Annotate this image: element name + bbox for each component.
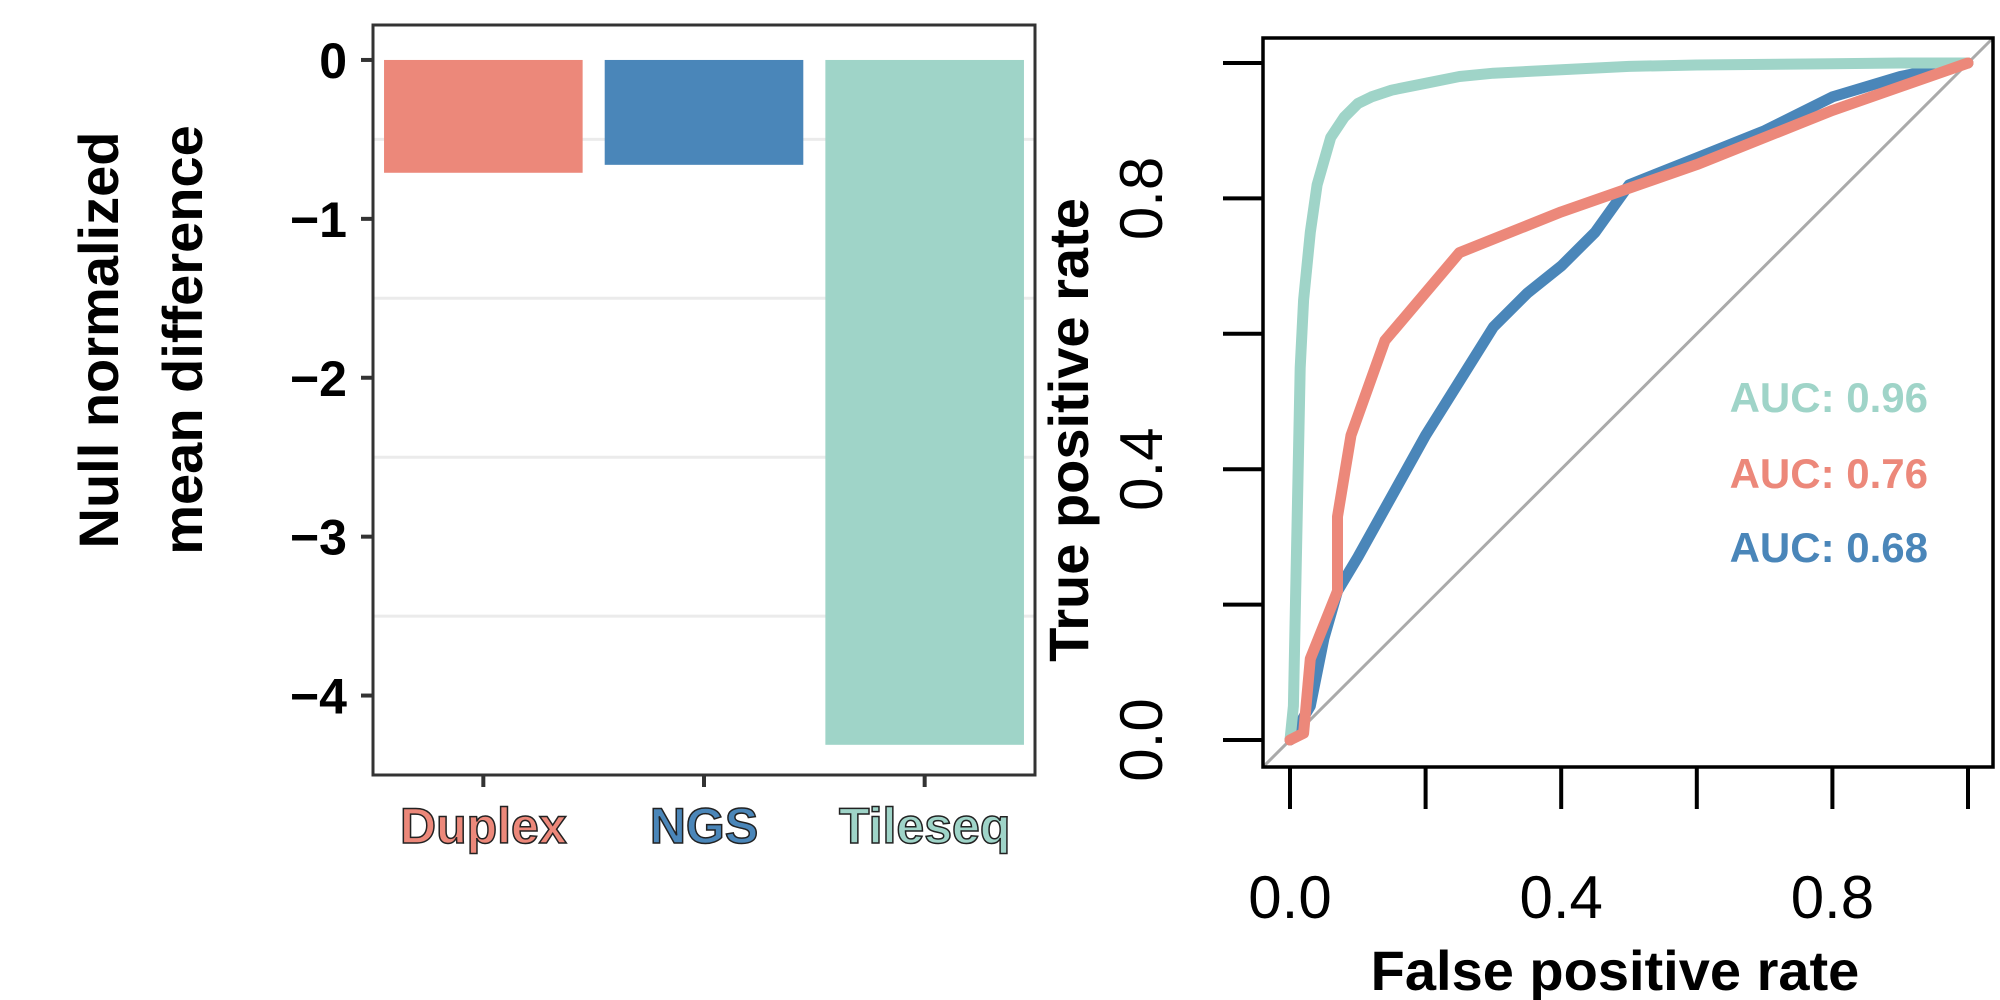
roc-x-tick-label: 0.4 [1519, 864, 1602, 931]
roc-reference-line [1261, 36, 1995, 769]
bar-duplex [384, 59, 583, 173]
bar-x-axis: Duplex NGS Tileseq [399, 775, 1011, 855]
bar-y-axis-title-line: Null normalized [67, 132, 130, 549]
roc-y-tick-label: 0.8 [1108, 157, 1175, 240]
bar-y-tick-label: −1 [290, 192, 347, 248]
roc-plot-frame [1261, 36, 1995, 769]
bar-x-tick-label: Duplex [400, 798, 567, 854]
roc-auc-label-duplex: AUC: 0.76 [1730, 450, 1928, 497]
roc-y-tick-label: 0.0 [1108, 698, 1175, 781]
roc-line-tileseq [1284, 57, 1974, 746]
roc-y-tick-label: 0.4 [1108, 427, 1175, 510]
roc-auc-label-tileseq: AUC: 0.96 [1730, 374, 1928, 421]
roc-x-tick-label: 0.0 [1248, 864, 1331, 931]
roc-x-tick-label: 0.8 [1791, 864, 1874, 931]
roc-y-axis: 0.0 0.4 0.8 [1108, 61, 1263, 782]
roc-line-duplex [1284, 57, 1974, 746]
bar-chart-panel: 0 −1 −2 −3 −4 Duplex NGS Tileseq Null normaliz… [67, 23, 1037, 855]
bar-y-axis-title: Null normalized mean difference [67, 125, 214, 555]
bar-tileseq [825, 59, 1024, 745]
bar-x-tick-label: Tileseq [839, 798, 1010, 854]
roc-x-axis-title: False positive rate [1371, 939, 1860, 1000]
bar-x-tick-label: NGS [650, 798, 758, 854]
bar-y-tick-label: −2 [290, 351, 347, 407]
roc-y-axis-title: True positive rate [1037, 198, 1100, 662]
bar-y-axis: 0 −1 −2 −3 −4 [290, 33, 373, 725]
bar-y-tick-label: 0 [319, 33, 347, 89]
bar-y-axis-title-line: mean difference [151, 125, 214, 555]
roc-auc-label-ngs: AUC: 0.68 [1730, 524, 1928, 571]
bar-ngs [604, 59, 804, 165]
roc-x-axis: 0.0 0.4 0.8 [1248, 767, 1970, 931]
bar-y-tick-label: −3 [290, 510, 347, 566]
roc-auc-legend: AUC: 0.96 AUC: 0.76 AUC: 0.68 [1730, 374, 1928, 571]
roc-series [1284, 57, 1974, 746]
bar-y-tick-label: −4 [290, 669, 347, 725]
roc-chart-panel: 0.00.40.8 0.0 0.4 0.8 False positive rate … [1037, 36, 1995, 1000]
bar-series [384, 59, 1024, 745]
